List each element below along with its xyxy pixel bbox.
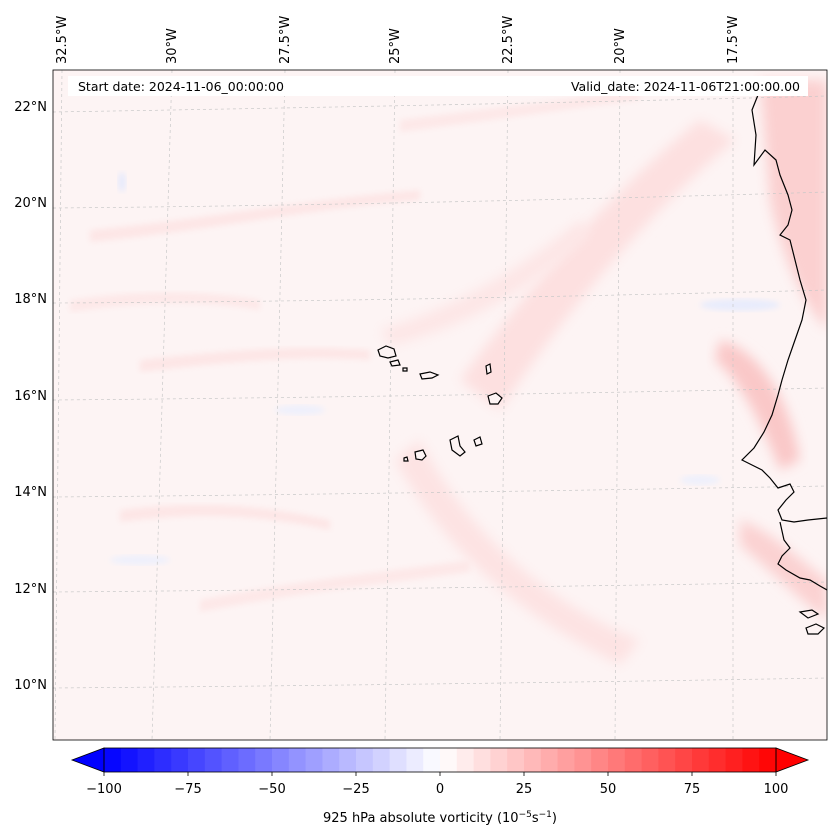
colorbar-segment <box>608 748 626 772</box>
latitude-labels: 22°N 20°N 18°N 16°N 14°N 12°N 10°N <box>14 100 47 693</box>
colorbar-segment <box>591 748 609 772</box>
colorbar-tick-label: 50 <box>600 782 617 797</box>
lat-label: 18°N <box>14 292 47 307</box>
colorbar-segment <box>692 748 710 772</box>
map-panel <box>52 69 828 741</box>
colorbar-segment <box>440 748 458 772</box>
colorbar-segment <box>557 748 575 772</box>
colorbar-ticks <box>103 772 777 776</box>
graticule <box>53 70 827 740</box>
colorbar-segment <box>137 748 155 772</box>
colorbar-segment <box>322 748 340 772</box>
colorbar-segments <box>104 748 777 772</box>
lat-label: 16°N <box>14 389 47 404</box>
colorbar-segment <box>372 748 391 772</box>
header-box <box>68 76 808 96</box>
colorbar-segment <box>658 748 676 772</box>
colorbar-segment <box>708 748 727 772</box>
colorbar-segment <box>540 748 559 772</box>
lat-label: 10°N <box>14 678 47 693</box>
colorbar-segment <box>624 748 643 772</box>
colorbar-segment <box>490 748 508 772</box>
colorbar-segment <box>255 748 273 772</box>
lat-label: 12°N <box>14 582 47 597</box>
start-date-text: Start date: 2024-11-06_00:00:00 <box>78 79 284 94</box>
colorbar-tick-label: −100 <box>86 782 122 797</box>
lon-label: 17.5°W <box>726 16 741 64</box>
colorbar-segment <box>221 748 239 772</box>
colorbar-segment <box>339 748 357 772</box>
lon-label: 25°W <box>388 28 403 64</box>
cape-verde-islands <box>377 345 503 462</box>
colorbar-segment <box>641 748 659 772</box>
colorbar-segment <box>154 748 172 772</box>
colorbar-tick-label: −50 <box>258 782 285 797</box>
colorbar: −100 −75 −50 −25 0 25 50 75 100 925 hPa … <box>70 747 810 826</box>
colorbar-segment <box>188 748 206 772</box>
date-header: Start date: 2024-11-06_00:00:00 Valid_da… <box>68 76 808 96</box>
valid-date-text: Valid_date: 2024-11-06T21:00:00.00 <box>571 79 800 94</box>
colorbar-segment <box>742 748 760 772</box>
map-frame <box>52 69 828 741</box>
colorbar-segment <box>406 748 424 772</box>
lat-label: 22°N <box>14 100 47 115</box>
colorbar-min-extend <box>70 747 105 773</box>
colorbar-segment <box>356 748 374 772</box>
longitude-labels: 32.5°W 30°W 27.5°W 25°W 22.5°W 20°W 17.5… <box>55 16 741 64</box>
colorbar-tick-label: −25 <box>342 782 369 797</box>
colorbar-segment <box>473 748 491 772</box>
colorbar-segment <box>675 748 693 772</box>
colorbar-segment <box>104 748 122 772</box>
colorbar-segment <box>288 748 307 772</box>
colorbar-segment <box>574 748 592 772</box>
coastline <box>740 94 827 635</box>
colorbar-segment <box>725 748 743 772</box>
map-background <box>53 70 827 740</box>
colorbar-segment <box>171 748 189 772</box>
colorbar-tick-label: −75 <box>174 782 201 797</box>
colorbar-segment <box>120 748 139 772</box>
colorbar-segment <box>204 748 223 772</box>
colorbar-title: 925 hPa absolute vorticity (10−5s−1) <box>323 810 557 826</box>
colorbar-segment <box>524 748 542 772</box>
colorbar-segment <box>759 748 777 772</box>
lon-label: 32.5°W <box>55 16 70 64</box>
colorbar-tick-label: 25 <box>516 782 533 797</box>
colorbar-segment <box>423 748 441 772</box>
lat-label: 14°N <box>14 485 47 500</box>
colorbar-segment <box>238 748 256 772</box>
vorticity-field <box>53 70 827 740</box>
colorbar-tick-label: 0 <box>436 782 444 797</box>
lon-label: 20°W <box>613 28 628 64</box>
colorbar-tick-label: 75 <box>684 782 701 797</box>
lat-label: 20°N <box>14 196 47 211</box>
colorbar-tick-label: 100 <box>764 782 789 797</box>
colorbar-max-extend <box>775 747 810 773</box>
colorbar-segment <box>456 748 475 772</box>
colorbar-segment <box>272 748 290 772</box>
lon-label: 27.5°W <box>278 16 293 64</box>
colorbar-segment <box>507 748 525 772</box>
colorbar-segment <box>389 748 407 772</box>
lon-label: 22.5°W <box>501 16 516 64</box>
lon-label: 30°W <box>165 28 180 64</box>
colorbar-segment <box>305 748 323 772</box>
